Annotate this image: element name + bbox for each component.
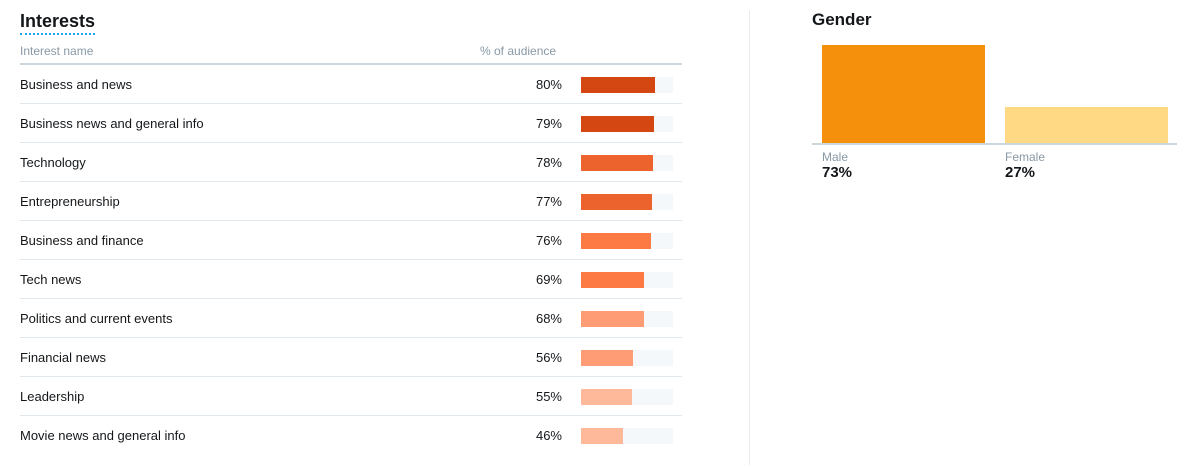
interest-name: Movie news and general info [20,428,186,443]
interest-bar [581,194,652,210]
interest-row: Business and finance 76% [20,221,682,260]
interest-name: Politics and current events [20,311,173,326]
interest-row: Politics and current events 68% [20,299,682,338]
interest-row: Financial news 56% [20,338,682,377]
interest-percent: 80% [535,77,562,92]
interest-name: Leadership [20,389,85,404]
interest-bar-track [581,116,673,132]
interest-percent: 55% [535,389,562,404]
interest-bar [581,272,644,288]
interest-row: Entrepreneurship 77% [20,182,682,221]
interest-row: Technology 78% [20,143,682,182]
interest-bar-track [581,77,673,93]
gender-label-male: Male [822,150,849,164]
interest-bar [581,389,632,405]
interest-name: Business and news [20,77,133,92]
interest-bar [581,155,653,171]
interest-bar-track [581,272,673,288]
interest-percent: 46% [535,428,562,443]
interest-percent: 78% [535,155,562,170]
percent-audience-header: % of audience [480,44,557,58]
gender-label-female: Female [1005,150,1046,164]
interest-name: Business and finance [20,233,144,248]
interest-bar [581,350,633,366]
interest-bar [581,77,655,93]
header-rule [20,63,682,65]
interest-name: Entrepreneurship [20,194,120,209]
interest-percent: 79% [535,116,562,131]
interest-row: Business and news 80% [20,65,682,104]
gender-panel: Gender Male 73% Female 27% [812,0,1177,200]
gender-axis [812,143,1177,145]
gender-bar-male [822,45,985,143]
gender-value-male: 73% [822,164,853,181]
gender-value-female: 27% [1005,164,1036,181]
interest-name: Business news and general info [20,116,204,131]
interest-row: Leadership 55% [20,377,682,416]
interest-bar-track [581,311,673,327]
interests-title[interactable]: Interests [20,10,96,35]
interest-percent: 77% [535,194,562,209]
gender-title: Gender [812,10,872,29]
interest-row: Tech news 69% [20,260,682,299]
interest-name: Financial news [20,350,106,365]
interest-percent: 76% [535,233,562,248]
panel-divider [749,10,750,465]
interest-list: Business and news 80% Business news and ge… [20,65,682,454]
gender-bar-female [1005,107,1168,143]
interest-bar-track [581,194,673,210]
interest-name: Technology [20,155,86,170]
interest-bar [581,311,644,327]
interest-percent: 68% [535,311,562,326]
interest-row: Movie news and general info 46% [20,416,682,454]
interest-bar-track [581,389,673,405]
interest-percent: 69% [535,272,562,287]
interest-bar-track [581,233,673,249]
interest-bar-track [581,350,673,366]
interest-bar [581,233,651,249]
interest-bar-track [581,428,673,444]
interest-name: Tech news [20,272,82,287]
interest-bar-track [581,155,673,171]
interest-bar [581,116,654,132]
interest-name-header: Interest name [20,44,94,58]
interest-bar [581,428,623,444]
interest-percent: 56% [535,350,562,365]
interest-row: Business news and general info 79% [20,104,682,143]
